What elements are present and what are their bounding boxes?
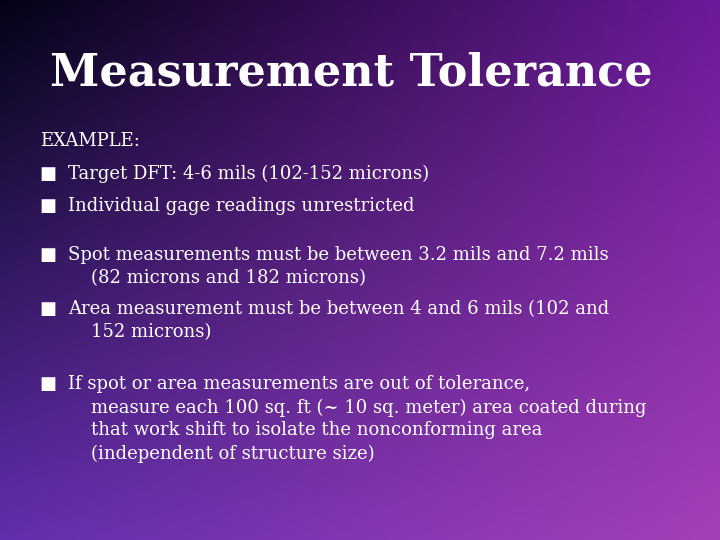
Text: ■: ■ — [40, 375, 57, 393]
Text: Individual gage readings unrestricted: Individual gage readings unrestricted — [68, 197, 415, 215]
Text: Measurement Tolerance: Measurement Tolerance — [50, 51, 653, 94]
Text: ■: ■ — [40, 300, 57, 318]
Text: ■: ■ — [40, 165, 57, 183]
Text: Target DFT: 4-6 mils (102-152 microns): Target DFT: 4-6 mils (102-152 microns) — [68, 165, 430, 183]
Text: If spot or area measurements are out of tolerance,
    measure each 100 sq. ft (: If spot or area measurements are out of … — [68, 375, 647, 463]
Text: ■: ■ — [40, 197, 57, 215]
Text: EXAMPLE:: EXAMPLE: — [40, 132, 140, 150]
Text: Spot measurements must be between 3.2 mils and 7.2 mils
    (82 microns and 182 : Spot measurements must be between 3.2 mi… — [68, 246, 609, 287]
Text: ■: ■ — [40, 246, 57, 264]
Text: Area measurement must be between 4 and 6 mils (102 and
    152 microns): Area measurement must be between 4 and 6… — [68, 300, 610, 341]
